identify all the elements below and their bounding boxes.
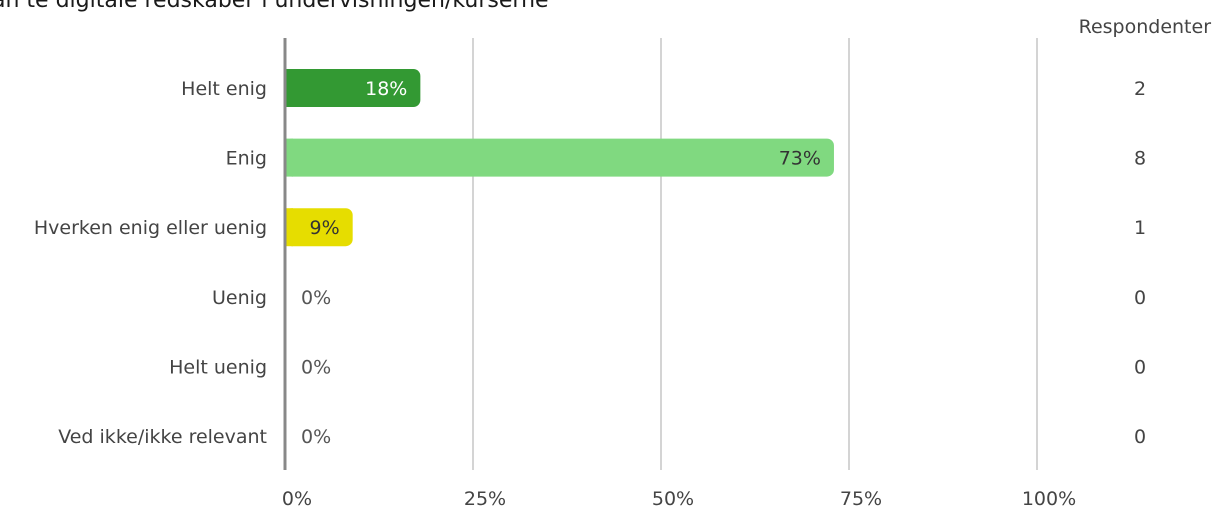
chart-title: an te digitale redskaber i undervisninge…: [0, 0, 549, 13]
bar-left-edge: [285, 69, 293, 107]
respondents-value: 1: [1134, 217, 1146, 239]
category-label: Helt uenig: [169, 356, 267, 378]
category-label: Helt enig: [181, 78, 267, 100]
respondents-value: 0: [1134, 356, 1146, 378]
respondents-header: Respondenter: [1078, 16, 1211, 38]
x-tick-label: 50%: [652, 488, 694, 510]
value-label: 0%: [301, 356, 331, 378]
bar-left-edge: [285, 208, 293, 247]
respondents-value: 2: [1134, 78, 1146, 100]
respondents-value: 0: [1134, 426, 1146, 448]
bar: [285, 69, 421, 107]
bar: [285, 208, 353, 247]
x-tick-label: 100%: [1022, 488, 1076, 510]
bar: [285, 138, 834, 177]
category-label: Hverken enig eller uenig: [34, 217, 267, 239]
respondents-value: 0: [1134, 287, 1146, 309]
x-tick-label: 25%: [464, 488, 506, 510]
x-tick-label: 75%: [840, 488, 882, 510]
x-tick-label: 0%: [282, 488, 312, 510]
category-label: Ved ikke/ikke relevant: [58, 426, 267, 448]
respondents-value: 8: [1134, 148, 1146, 170]
value-label: 0%: [301, 287, 331, 309]
value-label: 18%: [365, 78, 407, 100]
bar-left-edge: [285, 138, 293, 177]
value-label: 9%: [310, 217, 340, 239]
value-label: 0%: [301, 426, 331, 448]
category-label: Uenig: [212, 287, 267, 309]
value-label: 73%: [779, 148, 821, 170]
category-label: Enig: [226, 148, 267, 170]
